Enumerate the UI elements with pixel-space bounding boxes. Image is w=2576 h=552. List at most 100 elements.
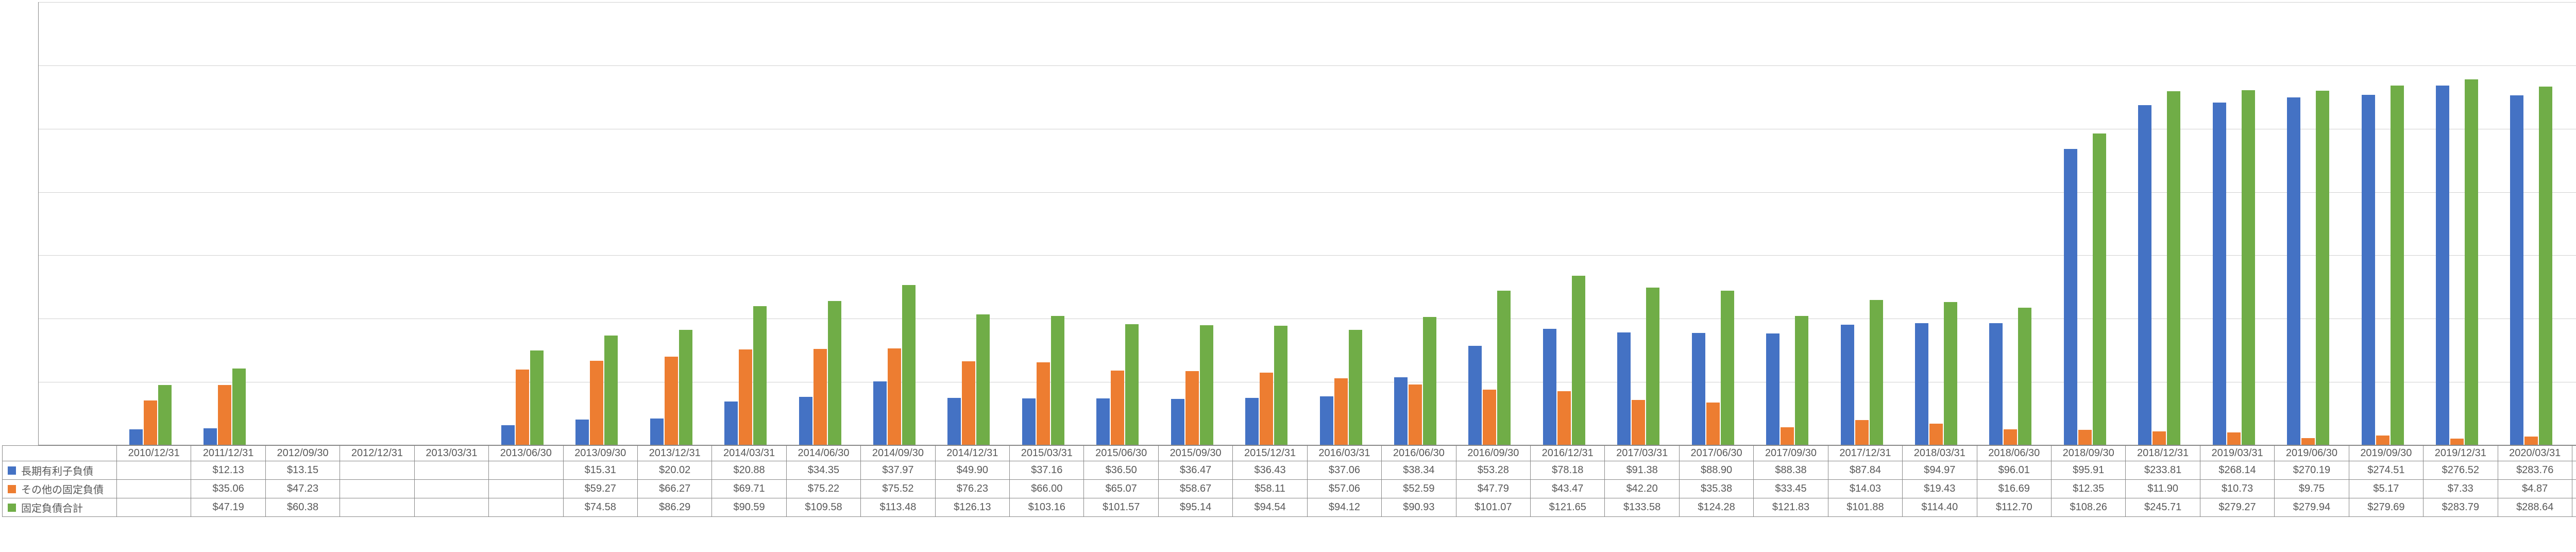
bar-group bbox=[560, 336, 634, 445]
data-cell: $288.64 bbox=[2498, 498, 2572, 517]
data-cell: $94.54 bbox=[1233, 498, 1307, 517]
period-header: 2014/09/30 bbox=[861, 446, 935, 461]
series-label: 長期有利子負債 bbox=[3, 461, 117, 480]
data-cell: $124.28 bbox=[1679, 498, 1753, 517]
bar-other_fixed_liab bbox=[1185, 371, 1199, 445]
bar-total_fixed_liab bbox=[2465, 79, 2478, 445]
bar-group bbox=[485, 350, 560, 445]
bar-long_term_debt bbox=[1915, 323, 1928, 445]
bar-group bbox=[783, 301, 857, 445]
bar-other_fixed_liab bbox=[516, 370, 529, 445]
bar-long_term_debt bbox=[1617, 332, 1631, 445]
data-cell: $7.33 bbox=[2424, 480, 2498, 498]
period-header: 2014/12/31 bbox=[935, 446, 1009, 461]
bar-other_fixed_liab bbox=[1037, 362, 1050, 445]
bar-other_fixed_liab bbox=[144, 400, 157, 445]
period-header: 2014/06/30 bbox=[786, 446, 860, 461]
data-cell bbox=[489, 498, 563, 517]
data-cell: $121.65 bbox=[1531, 498, 1605, 517]
data-cell: $36.50 bbox=[1084, 461, 1158, 480]
period-header: 2018/06/30 bbox=[1977, 446, 2051, 461]
data-cell: $58.11 bbox=[1233, 480, 1307, 498]
data-cell: $91.38 bbox=[1605, 461, 1679, 480]
bar-long_term_debt bbox=[1692, 333, 1705, 445]
bar-other_fixed_liab bbox=[1632, 400, 1645, 445]
data-cell: $95.91 bbox=[2051, 461, 2125, 480]
data-cell: $69.71 bbox=[712, 480, 786, 498]
bar-total_fixed_liab bbox=[2539, 87, 2552, 445]
data-cell: $10.73 bbox=[2200, 480, 2274, 498]
data-cell: $276.14 bbox=[2572, 461, 2576, 480]
bar-total_fixed_liab bbox=[1200, 325, 1213, 445]
bar-long_term_debt bbox=[873, 381, 887, 445]
data-cell: $112.70 bbox=[1977, 498, 2051, 517]
data-cell: $133.58 bbox=[1605, 498, 1679, 517]
bar-long_term_debt bbox=[1766, 333, 1780, 445]
bar-total_fixed_liab bbox=[1572, 276, 1585, 445]
table-corner bbox=[3, 446, 117, 461]
data-cell: $101.57 bbox=[1084, 498, 1158, 517]
data-cell: $57.06 bbox=[1307, 480, 1381, 498]
bar-group bbox=[1303, 330, 1378, 445]
bar-total_fixed_liab bbox=[1423, 317, 1436, 445]
data-cell: $43.47 bbox=[1531, 480, 1605, 498]
data-cell: $36.43 bbox=[1233, 461, 1307, 480]
period-header: 2016/12/31 bbox=[1531, 446, 1605, 461]
bar-other_fixed_liab bbox=[814, 349, 827, 445]
data-cell: $9.75 bbox=[2275, 480, 2349, 498]
period-header: 2012/09/30 bbox=[265, 446, 340, 461]
data-cell: $49.90 bbox=[935, 461, 1009, 480]
bar-other_fixed_liab bbox=[962, 361, 975, 445]
bar-other_fixed_liab bbox=[218, 385, 231, 445]
data-cell: $282.78 bbox=[2572, 498, 2576, 517]
data-cell: $36.47 bbox=[1158, 461, 1232, 480]
bar-group bbox=[2271, 91, 2345, 445]
data-cell: $279.69 bbox=[2349, 498, 2423, 517]
bar-long_term_debt bbox=[501, 425, 515, 445]
bar-long_term_debt bbox=[1394, 377, 1408, 445]
data-cell: $86.29 bbox=[637, 498, 711, 517]
bar-group bbox=[113, 385, 187, 445]
bar-other_fixed_liab bbox=[665, 357, 678, 445]
period-header: 2018/12/31 bbox=[2126, 446, 2200, 461]
data-cell: $94.12 bbox=[1307, 498, 1381, 517]
bar-long_term_debt bbox=[1171, 399, 1184, 445]
data-cell: $126.13 bbox=[935, 498, 1009, 517]
bar-total_fixed_liab bbox=[1721, 291, 1734, 445]
bar-other_fixed_liab bbox=[1706, 403, 1720, 445]
bar-other_fixed_liab bbox=[2153, 431, 2166, 445]
data-cell bbox=[340, 498, 414, 517]
bar-group bbox=[2122, 91, 2196, 445]
period-header: 2012/12/31 bbox=[340, 446, 414, 461]
data-cell: $90.93 bbox=[1382, 498, 1456, 517]
data-cell: $34.35 bbox=[786, 461, 860, 480]
data-cell: $109.58 bbox=[786, 498, 860, 517]
data-cell: $101.88 bbox=[1828, 498, 1902, 517]
bar-group bbox=[2569, 102, 2576, 445]
bar-total_fixed_liab bbox=[1944, 302, 1957, 445]
data-cell bbox=[489, 461, 563, 480]
bar-other_fixed_liab bbox=[2004, 429, 2017, 445]
bar-group bbox=[1973, 308, 2047, 445]
bar-other_fixed_liab bbox=[590, 361, 603, 445]
data-cell: $14.03 bbox=[1828, 480, 1902, 498]
period-header: 2015/09/30 bbox=[1158, 446, 1232, 461]
bar-long_term_debt bbox=[1468, 346, 1482, 445]
data-cell: $90.59 bbox=[712, 498, 786, 517]
data-cell: $47.23 bbox=[265, 480, 340, 498]
period-header: 2019/12/31 bbox=[2424, 446, 2498, 461]
bar-group bbox=[1676, 291, 1750, 445]
data-cell: $101.07 bbox=[1456, 498, 1530, 517]
series-label-text: 固定負債合計 bbox=[21, 503, 83, 514]
bar-total_fixed_liab bbox=[604, 336, 618, 445]
bar-long_term_debt bbox=[2287, 97, 2300, 445]
data-cell: $60.38 bbox=[265, 498, 340, 517]
period-header: 2017/03/31 bbox=[1605, 446, 1679, 461]
data-cell: $108.26 bbox=[2051, 498, 2125, 517]
data-cell: $65.07 bbox=[1084, 480, 1158, 498]
data-cell: $276.52 bbox=[2424, 461, 2498, 480]
bar-group bbox=[1824, 300, 1899, 445]
bar-group bbox=[1006, 316, 1080, 445]
bar-other_fixed_liab bbox=[1781, 427, 1794, 445]
bar-group bbox=[1080, 324, 1155, 445]
